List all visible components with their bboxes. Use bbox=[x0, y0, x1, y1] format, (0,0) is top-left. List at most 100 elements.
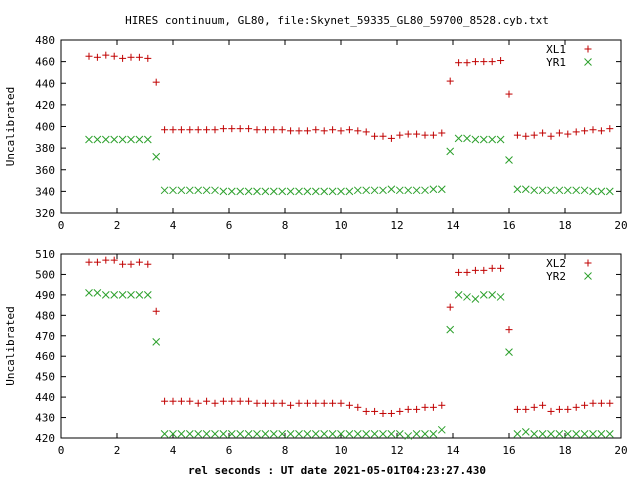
data-point bbox=[421, 131, 429, 139]
data-point-d2 bbox=[421, 430, 429, 438]
data-point bbox=[219, 397, 227, 405]
data-point-d2 bbox=[337, 430, 345, 438]
data-point-d2 bbox=[446, 325, 455, 334]
data-point bbox=[311, 430, 320, 438]
data-point bbox=[463, 59, 471, 67]
data-point-d2 bbox=[101, 135, 110, 144]
data-point bbox=[539, 129, 547, 137]
y-tick-label: 340 bbox=[35, 185, 55, 198]
series-yr1 bbox=[85, 134, 614, 196]
data-point-d2 bbox=[412, 430, 421, 438]
data-point-d2 bbox=[454, 134, 463, 143]
y-tick-label: 430 bbox=[35, 412, 55, 425]
y-tick-label: 420 bbox=[35, 99, 55, 112]
data-point-d2 bbox=[185, 430, 194, 438]
y-tick-label: 420 bbox=[35, 432, 55, 445]
data-point bbox=[236, 125, 244, 133]
data-point-d2 bbox=[479, 291, 488, 299]
data-point bbox=[547, 430, 555, 438]
y-axis-label: Uncalibrated bbox=[4, 87, 17, 166]
data-point bbox=[597, 187, 606, 196]
data-point bbox=[227, 430, 236, 438]
x-tick-label: 4 bbox=[170, 444, 177, 457]
data-point bbox=[505, 348, 513, 356]
data-point bbox=[354, 127, 362, 135]
data-point bbox=[245, 125, 253, 133]
y-tick-label: 360 bbox=[35, 164, 55, 177]
data-point bbox=[563, 430, 572, 438]
data-point bbox=[597, 127, 605, 135]
plot-panels: 0 2 4 6 8 10 12 14 16 18 2032034036038040042044046… bbox=[4, 34, 628, 457]
data-point bbox=[169, 186, 177, 195]
data-point bbox=[329, 399, 337, 407]
data-point bbox=[127, 260, 135, 268]
data-point-d2 bbox=[572, 186, 581, 195]
data-point bbox=[446, 303, 454, 311]
data-point bbox=[211, 430, 219, 438]
data-point bbox=[143, 291, 152, 299]
data-point-d2 bbox=[395, 430, 404, 438]
data-point bbox=[572, 430, 581, 438]
data-point bbox=[278, 430, 287, 438]
data-point bbox=[337, 399, 345, 407]
data-point bbox=[589, 187, 597, 196]
data-point bbox=[371, 132, 379, 140]
data-point bbox=[404, 432, 413, 440]
data-point bbox=[479, 291, 488, 299]
data-point bbox=[161, 126, 169, 134]
data-point bbox=[228, 397, 236, 405]
data-point bbox=[488, 58, 496, 66]
data-point bbox=[320, 187, 329, 196]
data-point bbox=[320, 430, 329, 438]
data-point bbox=[320, 399, 328, 407]
data-point bbox=[572, 128, 580, 136]
panel-2: 0 2 4 6 8 10 12 14 16 18 20 420 430 440 450 460 470 480 49… bbox=[4, 248, 628, 457]
data-point bbox=[479, 135, 488, 144]
data-point bbox=[160, 430, 169, 438]
data-point-d2 bbox=[404, 186, 413, 195]
data-point bbox=[118, 135, 127, 144]
legend-marker bbox=[584, 45, 592, 53]
data-point bbox=[521, 428, 530, 436]
data-point-d2 bbox=[328, 187, 337, 196]
legend-marker bbox=[584, 272, 592, 280]
data-point bbox=[606, 399, 614, 407]
data-point bbox=[370, 430, 379, 438]
data-point bbox=[253, 187, 261, 196]
x-tick-label: 12 bbox=[390, 444, 403, 457]
data-point bbox=[219, 430, 228, 438]
data-point-d2 bbox=[446, 147, 455, 156]
data-point bbox=[118, 291, 127, 299]
data-point bbox=[278, 126, 286, 134]
data-point bbox=[152, 307, 160, 315]
data-point bbox=[513, 405, 521, 413]
x-tick-label: 10 bbox=[334, 444, 347, 457]
data-point bbox=[287, 127, 295, 135]
data-point bbox=[160, 186, 169, 195]
data-point-d2 bbox=[463, 293, 471, 301]
data-point bbox=[555, 405, 563, 413]
data-point bbox=[119, 260, 127, 268]
data-point bbox=[454, 134, 463, 143]
data-point bbox=[152, 152, 161, 161]
data-point bbox=[345, 430, 354, 438]
data-point bbox=[261, 187, 270, 196]
data-point bbox=[93, 258, 101, 266]
data-point-d2 bbox=[555, 186, 564, 195]
data-point bbox=[152, 338, 161, 346]
data-point-d2 bbox=[412, 186, 421, 195]
data-point-d2 bbox=[353, 430, 362, 438]
data-point-d2 bbox=[362, 186, 371, 195]
data-point bbox=[219, 125, 227, 133]
x-tick-label: 16 bbox=[502, 444, 515, 457]
data-point bbox=[446, 325, 455, 334]
data-point bbox=[413, 130, 421, 138]
data-point bbox=[496, 135, 505, 144]
data-point bbox=[379, 132, 387, 140]
x-tick-label: 18 bbox=[558, 444, 571, 457]
data-point-d2 bbox=[236, 430, 245, 438]
data-point-d2 bbox=[261, 430, 270, 438]
data-point bbox=[362, 430, 371, 438]
data-point bbox=[429, 131, 437, 139]
